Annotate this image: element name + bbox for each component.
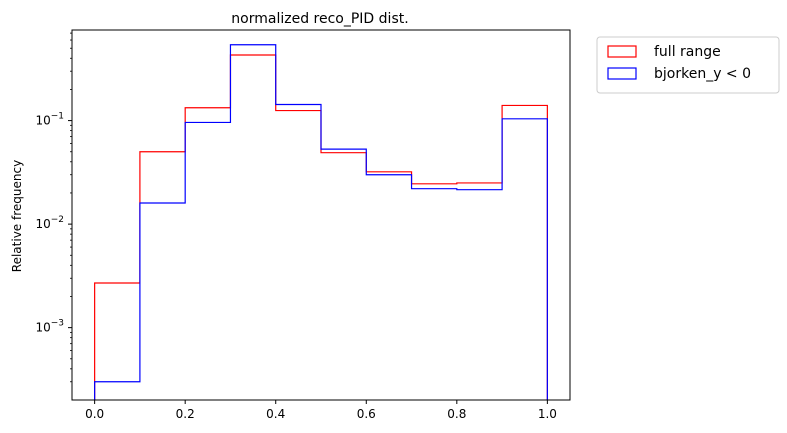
axes-frame (71, 29, 571, 401)
axes: 0.0 0.2 0.4 0.6 0.8 1.0 10−3 10−2 10−1 (35, 29, 571, 421)
legend-label: bjorken_y < 0 (654, 66, 751, 82)
y-tick-label: 10−1 (35, 112, 64, 128)
legend-label: full range (654, 44, 721, 60)
series-1 (94, 44, 548, 400)
y-axis-label: Relative frequency (10, 160, 24, 272)
x-tick-label: 0.2 (176, 407, 195, 421)
plot-area (94, 44, 548, 400)
y-tick-label: 10−3 (35, 319, 64, 335)
chart-title: normalized reco_PID dist. (231, 11, 408, 27)
legend-swatch (607, 67, 637, 80)
series-outline-1 (94, 44, 548, 400)
legend: full range bjorken_y < 0 (596, 36, 780, 94)
x-tick-label: 0.6 (357, 407, 376, 421)
x-tick-label: 1.0 (538, 407, 557, 421)
legend-swatch (607, 45, 637, 58)
x-tick-label: 0.8 (447, 407, 466, 421)
legend-box (596, 36, 780, 94)
x-tick-label: 0.4 (266, 407, 285, 421)
x-tick-label: 0.0 (85, 407, 104, 421)
y-tick-label: 10−2 (35, 215, 64, 231)
